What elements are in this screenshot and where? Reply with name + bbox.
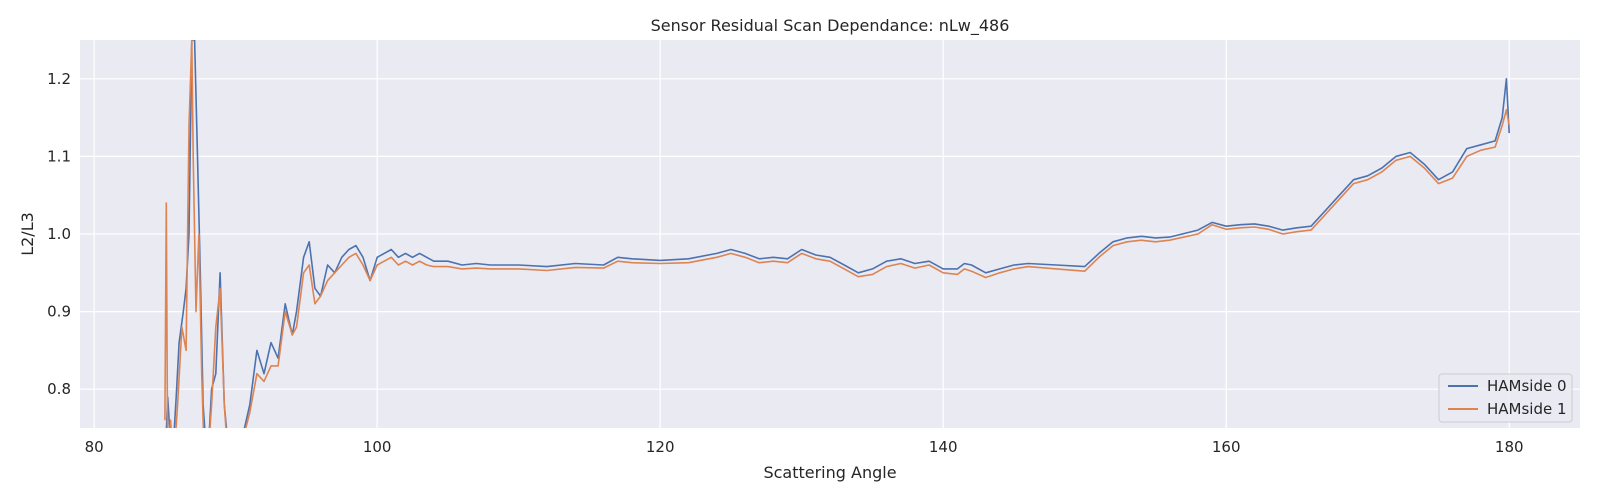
- x-tick-label: 160: [1212, 438, 1241, 456]
- y-tick-labels: 0.8 0.9 1.0 1.1 1.2: [47, 70, 71, 398]
- y-tick-label: 1.1: [47, 147, 71, 165]
- grid: [80, 40, 1580, 428]
- y-tick-label: 1.0: [47, 225, 71, 243]
- legend-label-hamside-1: HAMside 1: [1487, 400, 1567, 418]
- x-tick-labels: 80 100 120 140 160 180: [85, 438, 1524, 456]
- x-tick-label: 100: [363, 438, 392, 456]
- x-tick-label: 140: [929, 438, 958, 456]
- series-line-hamside-1: [164, 40, 1510, 428]
- y-axis-label: L2/L3: [18, 212, 37, 256]
- series-line-hamside-0: [165, 40, 1510, 428]
- legend: HAMside 0 HAMside 1: [1438, 373, 1573, 423]
- y-tick-label: 0.9: [47, 303, 71, 321]
- x-axis-label: Scattering Angle: [763, 463, 896, 482]
- x-tick-label: 80: [85, 438, 104, 456]
- legend-label-hamside-0: HAMside 0: [1487, 377, 1567, 395]
- x-tick-label: 180: [1495, 438, 1524, 456]
- series-lines: [164, 40, 1510, 428]
- y-tick-label: 1.2: [47, 70, 71, 88]
- x-tick-label: 120: [646, 438, 675, 456]
- chart-title: Sensor Residual Scan Dependance: nLw_486: [651, 16, 1010, 36]
- y-tick-label: 0.8: [47, 380, 71, 398]
